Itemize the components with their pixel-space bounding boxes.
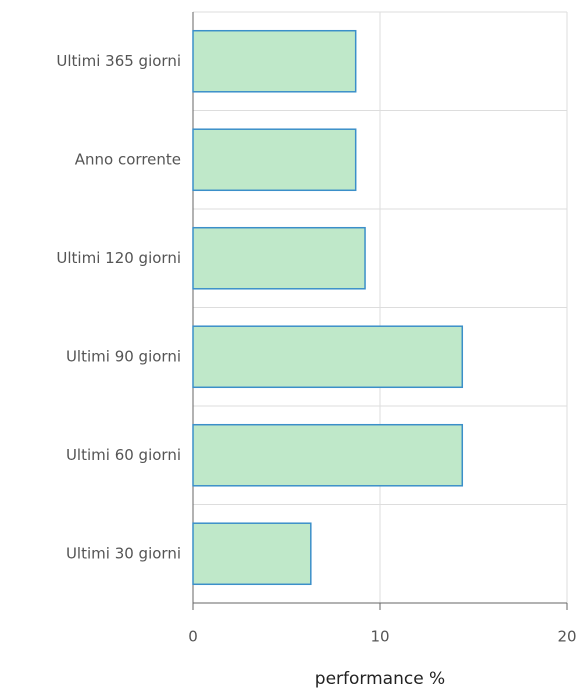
bar — [192, 325, 464, 389]
bar — [192, 29, 357, 93]
x-tick-label: 20 — [557, 628, 576, 646]
bar — [192, 522, 312, 586]
y-tick-label: Ultimi 365 giorni — [56, 52, 181, 70]
bar — [192, 226, 366, 290]
x-axis-label: performance % — [315, 669, 445, 689]
x-tick-label: 0 — [188, 628, 198, 646]
y-tick-label: Ultimi 30 giorni — [66, 544, 181, 562]
bar — [192, 128, 357, 192]
x-tick-label: 10 — [370, 628, 389, 646]
y-tick-label: Ultimi 120 giorni — [56, 249, 181, 267]
bar — [192, 423, 464, 487]
y-tick-label: Ultimi 60 giorni — [66, 446, 181, 464]
y-tick-label: Anno corrente — [75, 150, 181, 168]
y-tick-label: Ultimi 90 giorni — [66, 347, 181, 365]
